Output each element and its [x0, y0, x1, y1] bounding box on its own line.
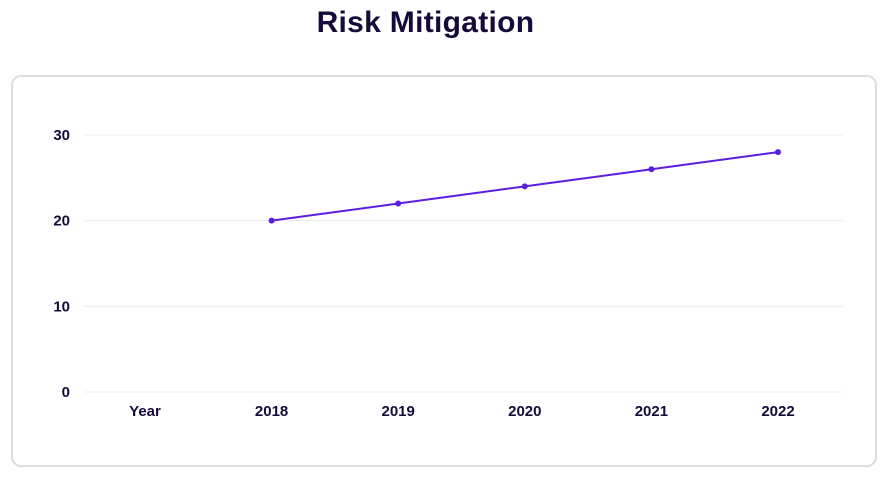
data-point[interactable] [268, 217, 275, 224]
data-point[interactable] [395, 200, 402, 207]
x-tick-label: 2022 [761, 403, 794, 420]
x-axis-ticks: Year 2018 2019 2020 2021 2022 [129, 403, 795, 420]
y-axis-ticks: 0 10 20 30 [53, 127, 70, 401]
y-tick-label: 0 [62, 384, 70, 401]
y-tick-label: 10 [53, 298, 70, 315]
x-tick-label: 2020 [508, 403, 541, 420]
x-tick-label: 2019 [382, 403, 415, 420]
y-tick-label: 20 [53, 213, 70, 230]
data-point[interactable] [521, 183, 528, 190]
x-tick-label: 2018 [255, 403, 288, 420]
chart-card [11, 75, 877, 467]
data-point[interactable] [775, 149, 781, 156]
chart-title: Risk Mitigation [316, 6, 535, 39]
x-tick-label: 2021 [635, 403, 668, 420]
gridlines [84, 134, 843, 393]
x-tick-label: Year [129, 403, 161, 420]
y-tick-label: 30 [53, 127, 70, 144]
data-point[interactable] [648, 166, 655, 173]
data-points [268, 149, 781, 224]
